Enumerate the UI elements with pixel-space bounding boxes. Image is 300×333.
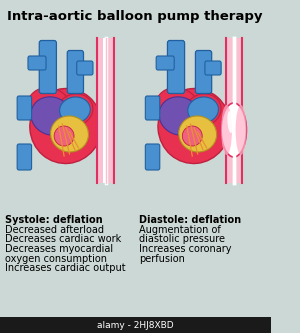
Ellipse shape [188,97,218,123]
Ellipse shape [57,94,93,126]
Ellipse shape [155,88,200,129]
FancyBboxPatch shape [103,38,108,183]
FancyBboxPatch shape [205,61,221,75]
FancyBboxPatch shape [226,38,241,183]
Ellipse shape [159,97,200,135]
Ellipse shape [227,111,233,133]
Text: Increases cardiac output: Increases cardiac output [5,263,126,273]
Ellipse shape [51,116,88,152]
FancyBboxPatch shape [67,51,83,94]
Ellipse shape [27,88,72,129]
Text: Diastole: deflation: Diastole: deflation [139,215,241,225]
Ellipse shape [221,103,246,157]
Ellipse shape [182,126,202,146]
Ellipse shape [221,105,232,155]
Ellipse shape [158,89,230,164]
FancyBboxPatch shape [0,317,271,333]
FancyBboxPatch shape [195,51,212,94]
Text: Systole: deflation: Systole: deflation [5,215,103,225]
FancyBboxPatch shape [39,41,56,94]
Ellipse shape [31,97,72,135]
FancyBboxPatch shape [156,56,174,70]
Ellipse shape [60,97,90,123]
Text: perfusion: perfusion [139,253,185,263]
Ellipse shape [30,89,102,164]
Text: Intra-aortic balloon pump therapy: Intra-aortic balloon pump therapy [7,10,263,23]
FancyBboxPatch shape [17,96,32,120]
FancyBboxPatch shape [28,56,46,70]
FancyBboxPatch shape [98,38,113,183]
Ellipse shape [236,105,246,155]
Text: Decreased afterload: Decreased afterload [5,225,104,235]
Text: Augmentation of: Augmentation of [139,225,221,235]
Text: oxygen consumption: oxygen consumption [5,253,107,263]
Text: alamy - 2HJ8XBD: alamy - 2HJ8XBD [97,320,174,329]
FancyBboxPatch shape [77,61,93,75]
Text: Decreases cardiac work: Decreases cardiac work [5,234,122,244]
Ellipse shape [54,126,74,146]
Text: diastolic pressure: diastolic pressure [139,234,225,244]
FancyBboxPatch shape [145,144,160,170]
FancyBboxPatch shape [167,41,184,94]
Text: Increases coronary: Increases coronary [139,244,232,254]
Ellipse shape [185,94,221,126]
Ellipse shape [179,116,217,152]
FancyBboxPatch shape [145,96,160,120]
Text: Decreases myocardial: Decreases myocardial [5,244,113,254]
FancyBboxPatch shape [17,144,32,170]
